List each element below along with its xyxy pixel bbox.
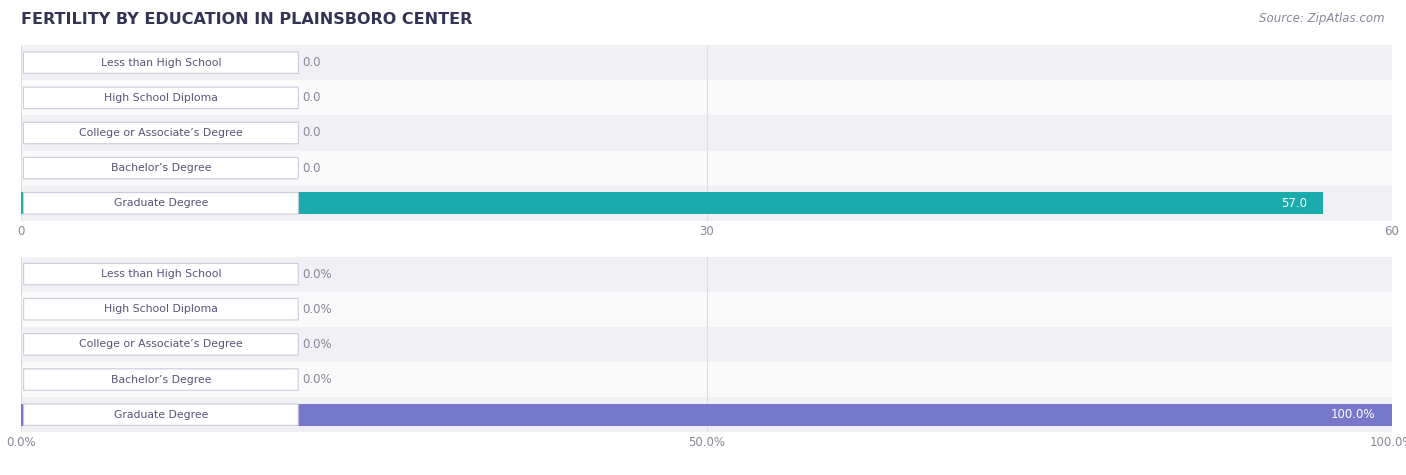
Text: 0.0%: 0.0%	[302, 373, 332, 386]
Bar	[21, 362, 1392, 397]
Text: 0.0: 0.0	[302, 56, 321, 69]
FancyBboxPatch shape	[24, 157, 298, 179]
FancyBboxPatch shape	[24, 122, 298, 144]
Text: Source: ZipAtlas.com: Source: ZipAtlas.com	[1260, 12, 1385, 25]
Bar	[21, 292, 1392, 327]
Text: Graduate Degree: Graduate Degree	[114, 198, 208, 209]
Text: Bachelor’s Degree: Bachelor’s Degree	[111, 163, 211, 173]
Text: 0.0: 0.0	[302, 126, 321, 140]
Bar	[21, 404, 1392, 426]
Bar	[21, 397, 1392, 432]
Bar	[21, 256, 1392, 292]
FancyBboxPatch shape	[24, 263, 298, 285]
Text: 0.0: 0.0	[302, 91, 321, 104]
Text: 0.0%: 0.0%	[302, 267, 332, 281]
Text: 0.0%: 0.0%	[302, 303, 332, 316]
Text: Less than High School: Less than High School	[101, 57, 221, 68]
Text: Bachelor’s Degree: Bachelor’s Degree	[111, 374, 211, 385]
Text: High School Diploma: High School Diploma	[104, 93, 218, 103]
Text: FERTILITY BY EDUCATION IN PLAINSBORO CENTER: FERTILITY BY EDUCATION IN PLAINSBORO CEN…	[21, 12, 472, 27]
Text: College or Associate’s Degree: College or Associate’s Degree	[79, 128, 243, 138]
FancyBboxPatch shape	[24, 404, 298, 426]
Bar	[21, 186, 1392, 221]
FancyBboxPatch shape	[24, 333, 298, 355]
Bar	[21, 151, 1392, 186]
Text: 0.0: 0.0	[302, 162, 321, 175]
FancyBboxPatch shape	[24, 192, 298, 214]
Text: 0.0%: 0.0%	[302, 338, 332, 351]
Bar	[21, 115, 1392, 151]
Bar	[21, 45, 1392, 80]
Bar	[21, 327, 1392, 362]
Text: Less than High School: Less than High School	[101, 269, 221, 279]
FancyBboxPatch shape	[24, 369, 298, 390]
Text: Graduate Degree: Graduate Degree	[114, 409, 208, 420]
Bar	[21, 192, 1323, 214]
Text: College or Associate’s Degree: College or Associate’s Degree	[79, 339, 243, 350]
Bar	[21, 80, 1392, 115]
Text: 57.0: 57.0	[1281, 197, 1308, 210]
FancyBboxPatch shape	[24, 87, 298, 109]
Text: High School Diploma: High School Diploma	[104, 304, 218, 314]
Text: 100.0%: 100.0%	[1331, 408, 1375, 421]
FancyBboxPatch shape	[24, 52, 298, 74]
FancyBboxPatch shape	[24, 298, 298, 320]
